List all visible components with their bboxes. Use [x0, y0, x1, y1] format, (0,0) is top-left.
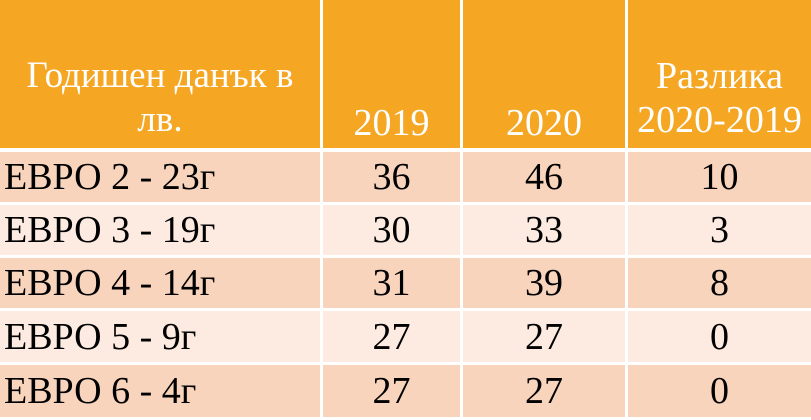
table-cell-2020: 27: [463, 365, 628, 420]
table-cell-diff: 8: [628, 258, 811, 311]
table-row-label: ЕВРО 2 - 23г: [0, 152, 323, 205]
table-row-label: ЕВРО 3 - 19г: [0, 205, 323, 258]
header-2019-text: 2019: [353, 102, 430, 144]
table-cell-2019: 27: [323, 311, 463, 365]
table-cell-2019: 27: [323, 365, 463, 420]
header-2020-text: 2020: [506, 102, 582, 144]
header-2019: 2019: [323, 0, 463, 152]
header-tax-label: Годишен данък в лв.: [0, 0, 323, 152]
table-row-label: ЕВРО 6 - 4г: [0, 365, 323, 420]
header-difference: Разлика 2020-2019: [628, 0, 811, 152]
header-tax-label-text: Годишен данък в лв.: [26, 55, 294, 140]
table-cell-diff: 3: [628, 205, 811, 258]
table-cell-2020: 46: [463, 152, 628, 205]
table-cell-diff: 0: [628, 365, 811, 420]
table-cell-diff: 10: [628, 152, 811, 205]
table-cell-2020: 39: [463, 258, 628, 311]
header-difference-text: Разлика 2020-2019: [637, 55, 802, 141]
table-row-label: ЕВРО 5 - 9г: [0, 311, 323, 365]
table-cell-2019: 30: [323, 205, 463, 258]
table-cell-2020: 27: [463, 311, 628, 365]
table-row-label: ЕВРО 4 - 14г: [0, 258, 323, 311]
header-2020: 2020: [463, 0, 628, 152]
table-cell-diff: 0: [628, 311, 811, 365]
table-cell-2019: 31: [323, 258, 463, 311]
table-cell-2019: 36: [323, 152, 463, 205]
table-cell-2020: 33: [463, 205, 628, 258]
